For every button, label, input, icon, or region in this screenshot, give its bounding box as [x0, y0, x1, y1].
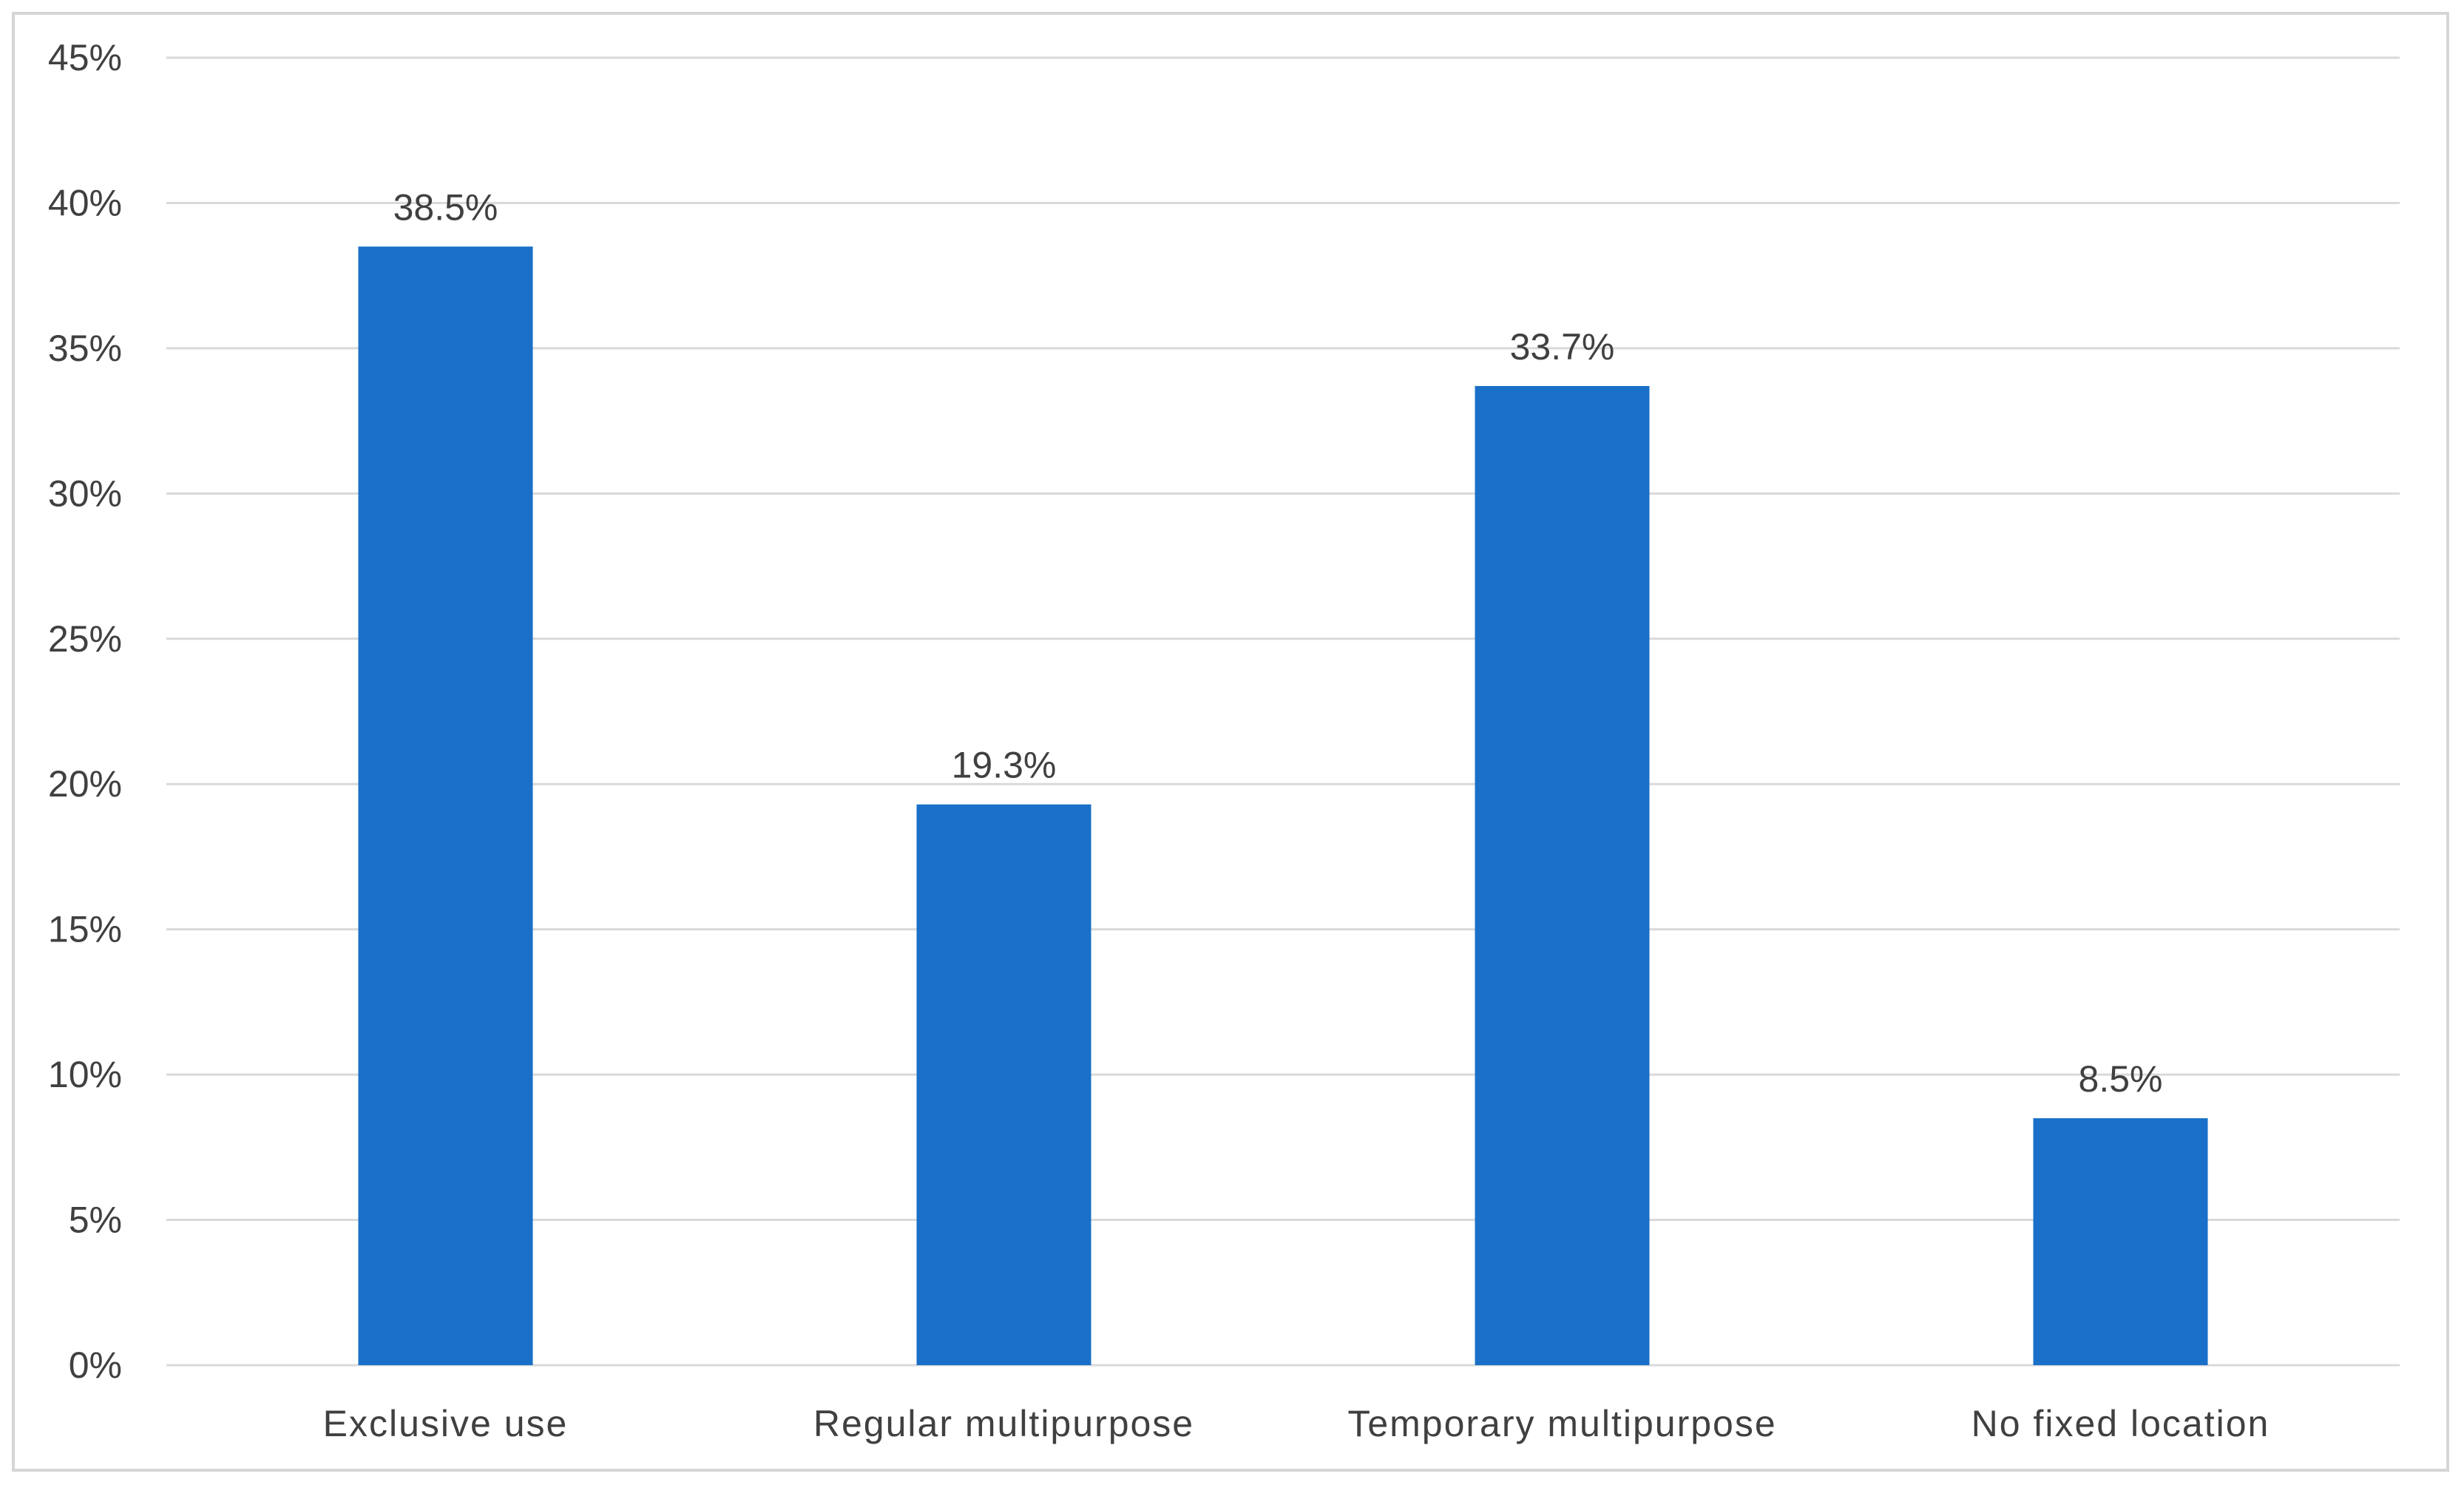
- y-tick-label-9: 45%: [48, 37, 122, 78]
- category-label-3: No fixed location: [1971, 1403, 2270, 1444]
- y-tick-label-6: 30%: [48, 473, 122, 514]
- category-label-0: Exclusive use: [323, 1403, 569, 1444]
- y-tick-label-7: 35%: [48, 328, 122, 369]
- y-tick-label-3: 15%: [48, 909, 122, 950]
- y-tick-label-1: 5%: [69, 1200, 122, 1241]
- data-label-1: 19.3%: [952, 745, 1057, 786]
- y-axis-tick-labels: 0% 5% 10% 15% 20% 25% 30% 35% 40% 45%: [48, 37, 122, 1386]
- data-label-2: 33.7%: [1510, 326, 1615, 368]
- bar-0: [358, 246, 533, 1365]
- bars: [358, 246, 2208, 1366]
- data-labels: 38.5% 19.3% 33.7% 8.5%: [393, 186, 2163, 1100]
- gridlines: [166, 56, 2400, 1367]
- y-tick-label-0: 0%: [69, 1344, 122, 1386]
- x-axis-category-labels: Exclusive use Regular multipurpose Tempora…: [323, 1403, 2270, 1444]
- y-tick-label-5: 25%: [48, 618, 122, 660]
- data-label-0: 38.5%: [393, 186, 498, 228]
- bar-1: [916, 804, 1091, 1365]
- data-label-3: 8.5%: [2079, 1058, 2163, 1100]
- category-label-1: Regular multipurpose: [813, 1403, 1194, 1444]
- bar-3: [2033, 1118, 2208, 1365]
- y-tick-label-4: 20%: [48, 763, 122, 805]
- bar-2: [1475, 385, 1650, 1366]
- category-label-2: Temporary multipurpose: [1347, 1403, 1776, 1444]
- y-tick-label-8: 40%: [48, 182, 122, 223]
- y-tick-label-2: 10%: [48, 1054, 122, 1095]
